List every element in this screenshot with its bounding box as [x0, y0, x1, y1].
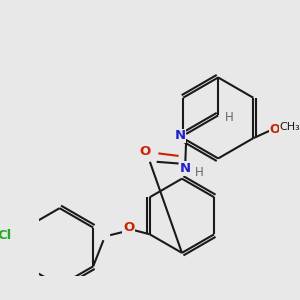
Text: H: H — [194, 166, 203, 179]
Text: O: O — [270, 123, 280, 136]
Text: O: O — [139, 145, 151, 158]
Text: CH₃: CH₃ — [279, 122, 300, 132]
Text: N: N — [180, 162, 191, 175]
Text: O: O — [123, 221, 134, 234]
Text: Cl: Cl — [0, 229, 11, 242]
Text: N: N — [175, 129, 186, 142]
Text: H: H — [225, 111, 233, 124]
